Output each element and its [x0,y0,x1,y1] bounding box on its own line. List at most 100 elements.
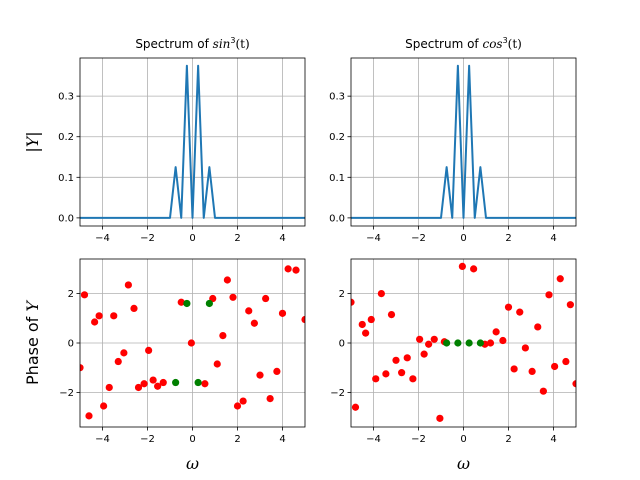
phase-point-red [556,275,564,283]
phase-point-red [149,376,157,384]
plot-area [351,262,576,422]
phase-point-green [476,339,484,347]
subplot-title: Spectrum of cos3(t) [405,36,522,51]
x-tick-label: 4 [550,233,556,244]
y-tick-label: 0 [339,339,345,350]
phase-point-green [172,378,180,387]
phase-point-red [436,414,444,422]
y-tick-label: 0.2 [329,132,345,143]
phase-point-red [528,367,536,376]
magnitude-line [351,64,576,219]
phase-point-red [562,357,570,366]
phase-point-red [409,375,417,383]
phase-point-red [120,349,128,357]
phase-point-red [201,380,209,388]
phase-point-red [95,312,103,320]
x-tick-label: 0 [460,233,466,244]
phase-point-red [403,354,411,362]
phase-point-red [516,308,524,316]
x-tick-label: 0 [189,434,195,445]
phase-point-red [80,364,84,372]
phase-point-red [250,319,258,327]
phase-point-red [545,291,553,299]
magnitude-line [80,64,305,219]
subplot-phase_sin: −4 −2 0 2 4 −2 0 2 Phase of Y ω [23,258,306,473]
y-tick-label: 0.1 [329,173,345,184]
phase-point-red [292,266,300,274]
phase-point-red [245,307,253,315]
phase-point-red [521,344,529,352]
phase-point-red [91,318,99,326]
phase-point-red [140,380,148,388]
phase-point-red [301,315,305,324]
phase-point-red [534,323,542,331]
x-tick-label: −2 [411,434,426,445]
x-tick-label: 0 [460,434,466,445]
phase-point-red [85,412,93,420]
phase-point-red [398,369,406,377]
phase-point-red [273,367,281,376]
phase-point-red [470,265,478,273]
phase-point-red [351,403,360,411]
phase-point-red [504,303,513,311]
phase-point-red [486,339,495,347]
phase-point-green [454,339,462,347]
y-tick-label: 0 [68,339,74,350]
phase-point-red [266,394,274,403]
phase-point-red [105,383,113,392]
x-tick-label: −4 [95,434,110,445]
phase-point-green [205,299,213,308]
phase-point-red [145,346,153,355]
phase-point-red [114,357,122,366]
phase-point-red [130,304,138,313]
phase-point-red [372,375,380,383]
x-tick-label: −4 [95,233,110,244]
phase-point-red [262,294,270,303]
phase-point-red [416,335,424,343]
x-tick-label: 0 [189,233,195,244]
phase-point-red [233,402,242,410]
y-tick-label: 2 [339,289,345,300]
x-tick-label: −2 [411,233,426,244]
y-tick-label: 0.2 [58,132,74,143]
phase-point-red [100,402,108,410]
phase-point-red [425,340,433,348]
phase-point-red [492,328,500,336]
x-tick-label: −4 [366,434,381,445]
x-tick-label: −4 [366,233,381,244]
phase-point-red [229,293,237,301]
phase-point-red [124,281,132,289]
phase-point-red [430,335,438,343]
x-tick-label: −2 [140,233,155,244]
phase-point-red [213,360,221,368]
x-tick-label: 4 [279,233,285,244]
plot-area [351,64,576,219]
phase-point-red [382,370,390,378]
subplot-title: Spectrum of sin3(t) [135,36,249,51]
phase-point-red [187,339,195,347]
subplot-phase_cos: −4 −2 0 2 4 −2 0 2 ω [330,258,577,473]
phase-point-red [362,329,370,337]
phase-point-red [358,320,366,329]
phase-point-red [110,312,118,320]
x-tick-label: 2 [234,434,240,445]
x-tick-label: 4 [550,434,556,445]
phase-point-red [134,383,143,392]
phase-point-red [572,380,576,388]
y-axis-label: Phase of Y [23,300,42,385]
phase-point-red [154,382,162,390]
phase-point-red [284,265,292,273]
x-tick-label: −2 [140,434,155,445]
phase-point-red [377,289,385,298]
phase-point-red [223,276,231,284]
phase-point-red [551,362,559,371]
y-axis-label: |Y| [23,131,42,152]
x-axis-label: ω [186,454,199,473]
y-tick-label: 0.0 [58,213,74,224]
subplot-mag_sin: −4 −2 0 2 4 0.0 0.1 0.2 0.3 Spectrum of sin3(t) |Y… [23,36,306,244]
y-tick-label: −2 [330,388,345,399]
plot-area [80,265,305,420]
y-tick-label: 0.3 [58,92,74,103]
phase-point-red [539,387,547,395]
phase-point-red [367,315,375,324]
